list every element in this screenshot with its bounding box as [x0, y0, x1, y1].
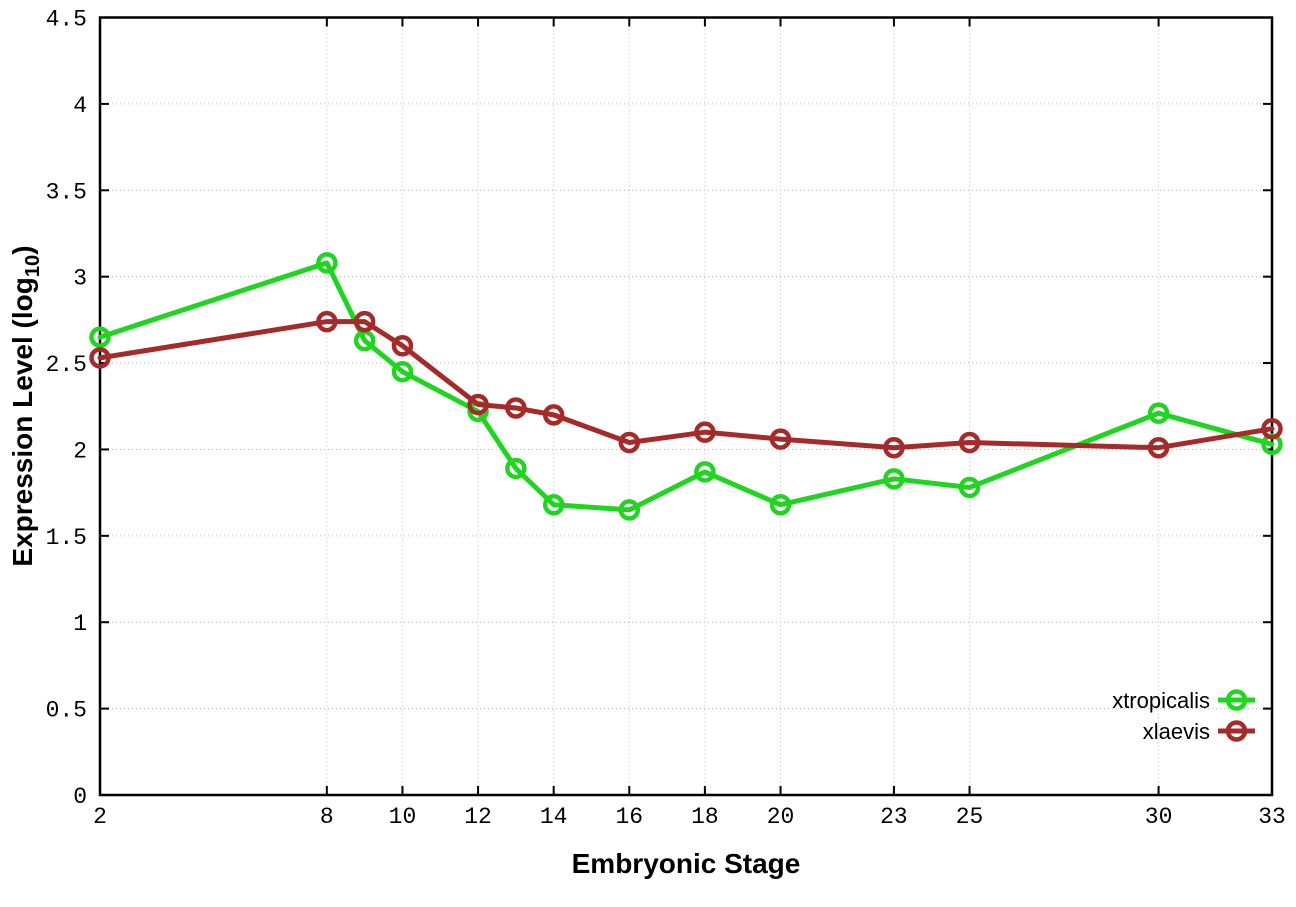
y-axis-title-text: Expression Level (log10) — [7, 245, 45, 566]
series-marker-xlaevis — [958, 431, 981, 454]
y-tick-label: 2.5 — [46, 352, 87, 378]
series-marker-xlaevis — [618, 431, 641, 454]
y-tick-label: 2 — [73, 438, 87, 464]
x-tick-label: 23 — [880, 804, 908, 830]
y-tick-label: 0 — [73, 784, 87, 810]
series-marker-xlaevis — [316, 310, 338, 333]
series-marker-xtropicalis — [89, 326, 111, 348]
y-tick-label: 1 — [73, 611, 87, 637]
series-marker-xlaevis — [505, 397, 527, 419]
y-axis-title-suffix: ) — [7, 245, 39, 255]
series-marker-xtropicalis — [542, 493, 565, 516]
series-line-xtropicalis — [97, 260, 1275, 513]
legend-marker-xlaevis — [1225, 720, 1248, 742]
series-marker-xlaevis — [1147, 436, 1170, 459]
x-tick-label: 16 — [615, 804, 643, 830]
y-tick-label: 4 — [73, 93, 87, 119]
legend-label-xtropicalis: xtropicalis — [1112, 688, 1210, 713]
legend-label-xlaevis: xlaevis — [1143, 719, 1210, 744]
series-marker-xtropicalis — [694, 461, 716, 483]
y-tick-label: 3.5 — [46, 179, 87, 205]
series-marker-xlaevis — [353, 310, 376, 333]
y-tick-label: 3 — [73, 266, 87, 292]
series-marker-xtropicalis — [958, 476, 981, 499]
series-marker-xtropicalis — [1147, 402, 1170, 424]
x-tick-label: 8 — [320, 804, 334, 830]
series-marker-xtropicalis — [618, 499, 641, 521]
x-tick-label: 33 — [1258, 804, 1286, 830]
y-tick-label: 0.5 — [46, 698, 87, 724]
plot-border — [98, 16, 1274, 797]
series-marker-xlaevis — [769, 428, 792, 450]
y-tick-label: 4.5 — [46, 7, 87, 33]
x-axis-title: Embryonic Stage — [571, 848, 801, 879]
legend-marker-xtropicalis — [1225, 689, 1248, 711]
x-tick-label: 20 — [767, 804, 795, 830]
x-tick-label: 12 — [464, 804, 492, 830]
x-tick-label: 10 — [389, 804, 417, 830]
x-tick-label: 18 — [691, 804, 719, 830]
series-marker-xlaevis — [467, 393, 489, 416]
series-marker-xlaevis — [542, 404, 565, 426]
series-marker-xlaevis — [694, 421, 716, 443]
series-line-xlaevis — [97, 319, 1275, 451]
y-axis-title-subscript: 10 — [21, 254, 44, 278]
series-marker-xtropicalis — [316, 252, 338, 274]
y-tick-label: 1.5 — [46, 525, 87, 551]
series-marker-xtropicalis — [769, 493, 792, 516]
series-marker-xlaevis — [1261, 417, 1283, 440]
x-tick-label: 25 — [956, 804, 984, 830]
series-marker-xlaevis — [883, 436, 905, 459]
series-marker-xtropicalis — [391, 360, 414, 383]
y-axis-title-prefix: Expression Level (log — [7, 277, 39, 567]
series-marker-xlaevis — [89, 347, 111, 369]
series-marker-xtropicalis — [505, 457, 527, 480]
x-tick-label: 30 — [1145, 804, 1173, 830]
x-tick-label: 2 — [93, 804, 107, 830]
series-marker-xtropicalis — [883, 468, 905, 490]
series-marker-xlaevis — [391, 335, 414, 357]
x-tick-label: 14 — [540, 804, 568, 830]
